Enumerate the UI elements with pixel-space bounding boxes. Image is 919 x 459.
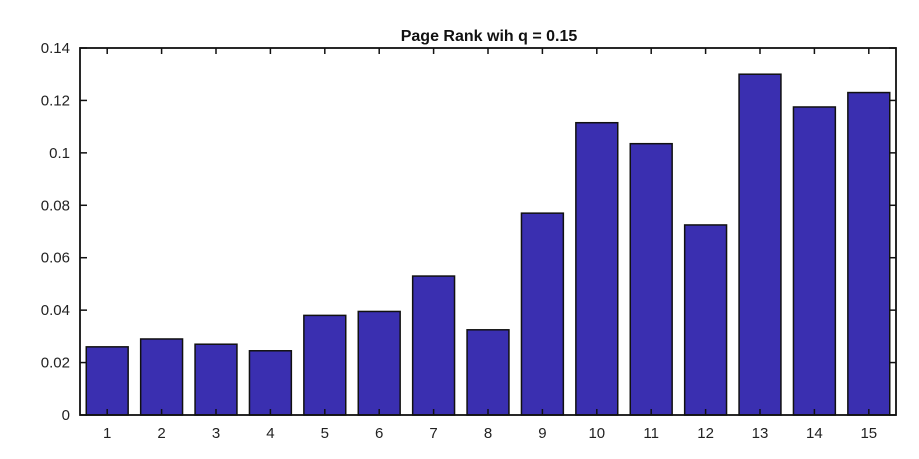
y-tick-label: 0.02 [41, 355, 70, 372]
chart-title: Page Rank wih q = 0.15 [401, 28, 578, 45]
bar-9 [520, 212, 565, 416]
x-tick-label: 5 [321, 425, 329, 442]
bar-6 [357, 310, 401, 416]
x-tick-label: 15 [860, 425, 877, 442]
bar-8 [466, 329, 510, 416]
x-tick-label: 10 [588, 425, 605, 442]
bar-7 [411, 275, 456, 416]
bars-layer [85, 73, 891, 416]
x-tick-label: 11 [643, 425, 659, 442]
y-tick-label: 0 [62, 407, 70, 424]
bar-13 [738, 73, 782, 416]
x-tick-label: 13 [752, 425, 769, 442]
x-tick-label: 14 [806, 425, 823, 442]
y-axis-ticks: 0 0.02 0.04 0.06 0.08 0.1 0.12 0.14 [41, 40, 896, 424]
bar-11 [629, 142, 673, 416]
bar-5 [303, 314, 347, 416]
y-tick-label: 0.14 [41, 40, 70, 57]
bar-2 [139, 338, 184, 416]
bar-10 [575, 121, 619, 416]
y-tick-label: 0.1 [49, 145, 70, 162]
x-tick-label: 6 [375, 425, 383, 442]
x-tick-label: 2 [157, 425, 165, 442]
x-tick-label: 7 [429, 425, 437, 442]
x-tick-label: 9 [538, 425, 546, 442]
bar-12 [683, 224, 728, 416]
y-tick-label: 0.12 [41, 92, 70, 109]
bar-14 [792, 106, 837, 416]
bar-1 [85, 346, 129, 416]
y-tick-label: 0.08 [41, 197, 70, 214]
bar-4 [248, 350, 293, 416]
bar-15 [847, 91, 891, 416]
x-tick-label: 12 [697, 425, 714, 442]
bar-3 [194, 343, 238, 416]
x-axis-ticks: 1 2 3 4 5 6 7 8 9 10 11 12 13 14 15 [103, 48, 877, 442]
x-tick-label: 4 [266, 425, 274, 442]
y-tick-label: 0.04 [41, 302, 70, 319]
x-tick-label: 1 [103, 425, 111, 442]
x-tick-label: 8 [484, 425, 492, 442]
x-tick-label: 3 [212, 425, 220, 442]
y-tick-label: 0.06 [41, 250, 70, 267]
